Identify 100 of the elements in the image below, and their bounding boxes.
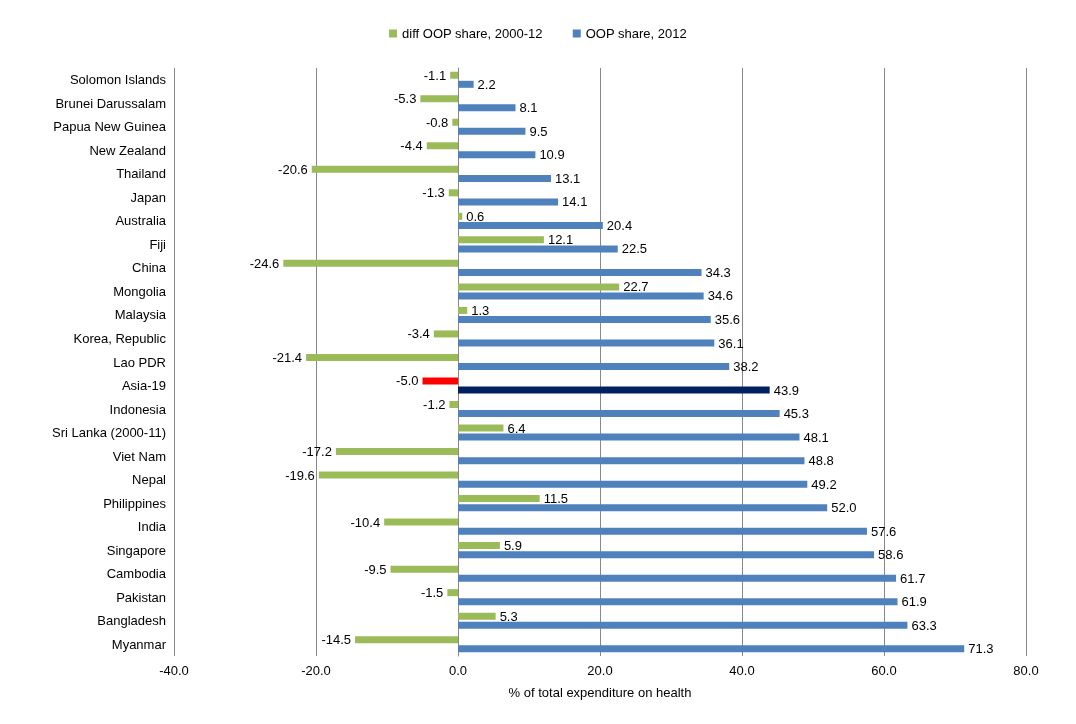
bar	[458, 127, 526, 135]
bar	[311, 165, 458, 173]
bar	[458, 645, 965, 653]
x-tick-label: 0.0	[448, 663, 468, 678]
data-label: 10.9	[539, 147, 565, 163]
bar	[458, 151, 536, 159]
y-tick-label: Asia-19	[121, 378, 166, 394]
legend-label: diff OOP share, 2000-12	[402, 26, 543, 41]
y-tick-label: Malaysia	[114, 307, 167, 323]
bar	[447, 589, 458, 597]
legend-label: OOP share, 2012	[585, 26, 687, 41]
bar	[458, 598, 898, 606]
data-label: 71.3	[968, 641, 994, 657]
x-axis-title: % of total expenditure on health	[508, 685, 692, 700]
bar	[458, 410, 780, 418]
bar	[458, 245, 618, 253]
bar	[384, 518, 458, 526]
data-label: -10.4	[350, 514, 381, 530]
data-label: 0.6	[466, 208, 485, 224]
bar	[458, 612, 496, 620]
data-label: 58.6	[878, 547, 904, 563]
data-label: -4.4	[400, 138, 423, 154]
bar	[458, 306, 468, 314]
data-label: -19.6	[285, 467, 315, 483]
y-tick-label: Lao PDR	[113, 354, 166, 370]
data-label: -5.3	[393, 91, 417, 107]
y-tick-label: Japan	[130, 189, 166, 205]
y-tick-label: Papua New Guinea	[53, 119, 167, 135]
bar	[452, 118, 458, 126]
bar	[458, 457, 805, 465]
data-label: -21.4	[272, 349, 303, 365]
bar	[458, 386, 770, 394]
data-label: -20.6	[278, 161, 308, 177]
data-label: 35.6	[714, 312, 741, 328]
x-tick-label: -40.0	[159, 663, 189, 678]
data-label: -1.2	[423, 396, 446, 412]
bar	[355, 636, 458, 644]
y-tick-label: Nepal	[132, 472, 167, 488]
bar	[458, 424, 504, 432]
bar	[458, 339, 715, 347]
bar	[458, 268, 702, 276]
bar	[420, 95, 458, 103]
data-label: 43.9	[773, 382, 799, 398]
bar	[458, 104, 516, 112]
data-label: 14.1	[562, 194, 588, 210]
data-label: -5.0	[396, 373, 419, 389]
bar	[422, 377, 458, 385]
data-label: 61.9	[901, 594, 927, 610]
y-tick-label: Fiji	[149, 236, 167, 252]
bar	[458, 236, 544, 244]
y-tick-label: Singapore	[106, 542, 166, 558]
bar	[283, 259, 458, 267]
data-label: 48.8	[808, 453, 834, 469]
y-tick-label: New Zealand	[89, 142, 166, 158]
bar	[458, 495, 540, 503]
y-tick-label: Bangladesh	[97, 613, 166, 629]
y-tick-label: Philippines	[103, 495, 167, 511]
data-label: 2.2	[477, 76, 496, 92]
data-label: 45.3	[783, 406, 809, 422]
y-tick-label: Thailand	[116, 166, 166, 182]
data-label: 48.1	[803, 429, 829, 445]
data-label: 1.3	[471, 302, 490, 318]
bar	[318, 471, 458, 479]
bar	[449, 400, 458, 408]
data-label: 57.6	[870, 523, 897, 539]
data-label: 20.4	[606, 217, 633, 233]
data-label: -14.5	[321, 632, 352, 648]
bar	[390, 565, 458, 573]
bar	[458, 80, 474, 88]
data-label: 22.5	[621, 241, 648, 257]
data-label: 61.7	[900, 570, 926, 586]
bar	[306, 353, 458, 361]
x-tick-label: 40.0	[729, 663, 755, 678]
y-tick-label: Pakistan	[116, 589, 166, 605]
data-label: -9.5	[364, 561, 387, 577]
data-label: 63.3	[911, 617, 937, 633]
y-tick-label: Viet Nam	[112, 448, 166, 464]
data-label: 5.3	[499, 608, 518, 624]
y-tick-label: Indonesia	[109, 401, 167, 417]
y-tick-label: Mongolia	[113, 283, 167, 299]
data-label: -17.2	[302, 444, 332, 460]
y-tick-label: Brunei Darussalam	[55, 95, 166, 111]
x-tick-label: 80.0	[1013, 663, 1039, 678]
x-tick-label: 20.0	[587, 663, 613, 678]
data-label: 36.1	[718, 335, 744, 351]
bar	[335, 448, 458, 456]
bar	[458, 174, 552, 182]
y-tick-label: Solomon Islands	[69, 72, 167, 88]
bar	[458, 621, 908, 629]
x-tick-label: 60.0	[871, 663, 897, 678]
bar	[458, 316, 711, 324]
data-label: -0.8	[425, 114, 449, 130]
data-label: 9.5	[529, 123, 548, 139]
data-label: 22.7	[623, 279, 649, 295]
bar	[458, 480, 808, 488]
bar	[458, 574, 897, 582]
y-tick-label: Cambodia	[106, 566, 167, 582]
x-tick-label: -20.0	[301, 663, 331, 678]
bar	[458, 542, 500, 550]
bar	[458, 283, 620, 291]
